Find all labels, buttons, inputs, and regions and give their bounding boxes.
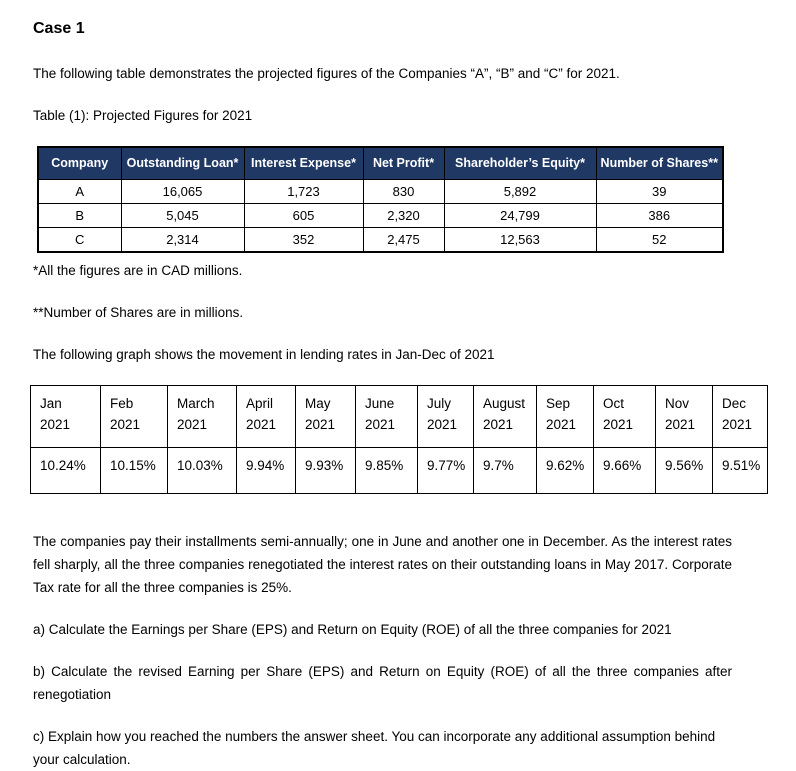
table1-cell: 386 — [595, 203, 724, 228]
month-label: July — [427, 395, 452, 411]
month-cell-oct: Oct 2021 — [593, 384, 656, 448]
footnote-shares-millions: **Number of Shares are in millions. — [33, 304, 244, 320]
table1-cell: 24,799 — [443, 203, 597, 228]
table1-cell: B — [37, 203, 122, 228]
rate-cell: 10.03% — [167, 446, 237, 494]
month-cell-dec: Dec 2021 — [712, 384, 768, 448]
rate-cell: 9.94% — [236, 446, 296, 494]
table1-cell: 830 — [362, 179, 445, 204]
lending-rates-table: Jan 2021 Feb 2021 March 2021 April 2021 May 2… — [30, 384, 768, 494]
rates-value-row: 10.24% 10.15% 10.03% 9.94% 9.93% 9.85% 9… — [30, 446, 768, 494]
table1-cell: 12,563 — [443, 227, 597, 252]
table1-header-row: Company Outstanding Loan* Interest Expen… — [37, 146, 724, 180]
month-year: 2021 — [483, 416, 514, 432]
month-label: March — [177, 395, 215, 411]
rate-cell: 10.15% — [100, 446, 168, 494]
lending-rates-intro: The following graph shows the movement i… — [33, 346, 495, 362]
month-cell-may: May 2021 — [295, 384, 356, 448]
question-c: c) Explain how you reached the numbers t… — [33, 728, 716, 767]
month-year: 2021 — [665, 416, 696, 432]
table1-cell: 2,314 — [120, 227, 245, 252]
month-year: 2021 — [246, 416, 277, 432]
month-year: 2021 — [40, 416, 71, 432]
question-b: b) Calculate the revised Earning per Sha… — [33, 663, 732, 702]
table1-header-number-of-shares: Number of Shares** — [595, 146, 724, 180]
table1-cell: A — [37, 179, 122, 204]
month-year: 2021 — [546, 416, 577, 432]
month-label: Jan — [40, 395, 62, 411]
month-label: Nov — [665, 395, 690, 411]
table-row-company-a: A 16,065 1,723 830 5,892 39 — [37, 179, 724, 204]
table1-caption: Table (1): Projected Figures for 2021 — [33, 108, 253, 123]
month-cell-march: March 2021 — [167, 384, 237, 448]
table1-header-outstanding-loan: Outstanding Loan* — [120, 146, 245, 180]
table1-header-company: Company — [37, 146, 122, 180]
table1-cell: 52 — [595, 227, 724, 252]
month-year: 2021 — [177, 416, 208, 432]
table1-cell: 39 — [595, 179, 724, 204]
table1-cell: 5,892 — [443, 179, 597, 204]
month-label: Sep — [546, 395, 571, 411]
month-label: Dec — [722, 395, 747, 411]
rate-cell: 10.24% — [30, 446, 101, 494]
month-year: 2021 — [722, 416, 753, 432]
question-a: a) Calculate the Earnings per Share (EPS… — [33, 621, 672, 637]
table1-header-shareholders-equity: Shareholder’s Equity* — [443, 146, 597, 180]
rates-header-row: Jan 2021 Feb 2021 March 2021 April 2021 May 2… — [30, 384, 768, 448]
rate-cell: 9.56% — [655, 446, 713, 494]
rate-cell: 9.51% — [712, 446, 768, 494]
table1-cell: 352 — [243, 227, 364, 252]
month-label: Feb — [110, 395, 134, 411]
month-cell-april: April 2021 — [236, 384, 296, 448]
month-cell-sep: Sep 2021 — [536, 384, 594, 448]
month-year: 2021 — [427, 416, 458, 432]
month-year: 2021 — [110, 416, 141, 432]
table-row-company-c: C 2,314 352 2,475 12,563 52 — [37, 227, 724, 252]
table1-cell: 2,475 — [362, 227, 445, 252]
table-row-company-b: B 5,045 605 2,320 24,799 386 — [37, 203, 724, 228]
projected-figures-table: Company Outstanding Loan* Interest Expen… — [37, 146, 724, 253]
footnote-cad-millions: *All the figures are in CAD millions. — [33, 262, 243, 278]
month-cell-august: August 2021 — [473, 384, 537, 448]
month-label: August — [483, 395, 526, 411]
month-label: June — [365, 395, 395, 411]
installments-paragraph: The companies pay their installments sem… — [33, 533, 732, 595]
rate-cell: 9.62% — [536, 446, 594, 494]
month-cell-june: June 2021 — [355, 384, 418, 448]
table1-header-net-profit: Net Profit* — [362, 146, 445, 180]
month-label: April — [246, 395, 274, 411]
rate-cell: 9.85% — [355, 446, 418, 494]
month-year: 2021 — [365, 416, 396, 432]
month-cell-feb: Feb 2021 — [100, 384, 168, 448]
rate-cell: 9.66% — [593, 446, 656, 494]
table1-cell: 605 — [243, 203, 364, 228]
table1-header-interest-expense: Interest Expense* — [243, 146, 364, 180]
intro-paragraph: The following table demonstrates the pro… — [33, 66, 620, 81]
table1-cell: C — [37, 227, 122, 252]
month-year: 2021 — [305, 416, 336, 432]
month-cell-nov: Nov 2021 — [655, 384, 713, 448]
month-year: 2021 — [603, 416, 634, 432]
month-label: May — [305, 395, 331, 411]
month-cell-jan: Jan 2021 — [30, 384, 101, 448]
rate-cell: 9.7% — [473, 446, 537, 494]
rate-cell: 9.93% — [295, 446, 356, 494]
page-title: Case 1 — [33, 20, 85, 37]
table1-cell: 16,065 — [120, 179, 245, 204]
month-label: Oct — [603, 395, 625, 411]
table1-cell: 5,045 — [120, 203, 245, 228]
rate-cell: 9.77% — [417, 446, 474, 494]
table1-cell: 2,320 — [362, 203, 445, 228]
month-cell-july: July 2021 — [417, 384, 474, 448]
table1-cell: 1,723 — [243, 179, 364, 204]
